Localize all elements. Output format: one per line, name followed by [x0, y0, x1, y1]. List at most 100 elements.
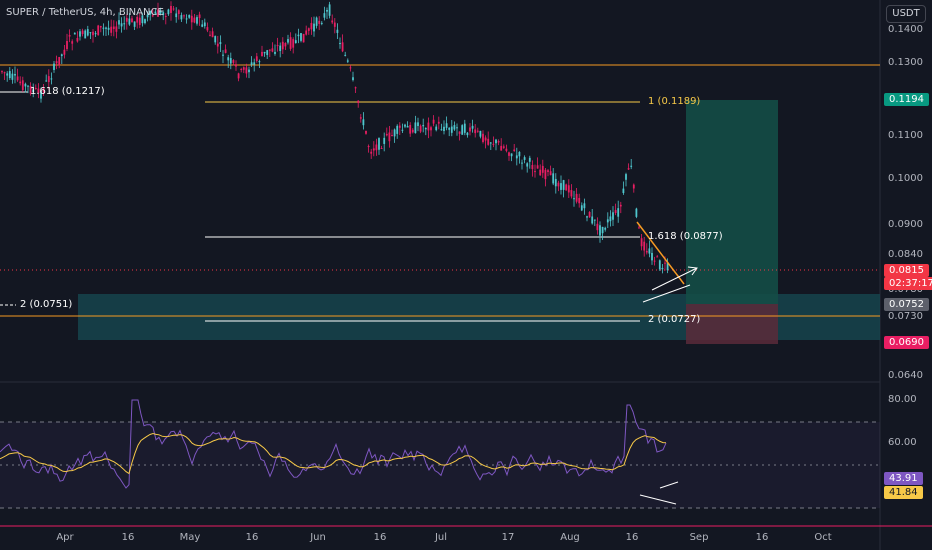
candle-body: [544, 169, 547, 180]
candle-body: [476, 130, 479, 132]
candle-body: [255, 56, 258, 61]
candle-body: [76, 37, 79, 42]
candle-body: [84, 30, 87, 39]
candle-body: [287, 39, 289, 43]
candle-body: [164, 16, 167, 18]
candle-body: [24, 83, 27, 87]
candle-body: [110, 26, 113, 33]
candle-body: [29, 85, 32, 94]
candle-body: [489, 142, 492, 144]
candle-body: [523, 157, 526, 160]
candle-body: [227, 57, 230, 61]
candle-body: [638, 227, 640, 229]
candle-body: [401, 129, 404, 131]
target-price-tag: 0.1194: [884, 93, 929, 106]
candle-body: [375, 144, 378, 151]
candle-body: [172, 8, 175, 10]
candle-body: [534, 171, 536, 173]
candle-body: [588, 211, 591, 218]
candle-body: [151, 15, 154, 17]
candle-body: [263, 51, 266, 54]
candle-body: [326, 9, 328, 12]
candle-body: [378, 138, 380, 150]
time-axis-label: Oct: [814, 532, 832, 543]
candle-body: [107, 27, 110, 30]
candle-body: [404, 124, 406, 127]
candle-body: [593, 219, 596, 221]
rsi-line: [0, 399, 667, 489]
candle-body: [648, 248, 651, 254]
candle-body: [344, 54, 347, 56]
candle-body: [437, 121, 440, 124]
candle-body: [601, 226, 604, 234]
candle-body: [245, 67, 248, 74]
candle-body: [406, 125, 409, 128]
rsi-value-tag: 43.91: [884, 472, 923, 485]
time-axis-label: Jun: [310, 532, 326, 543]
price-axis-label: 0.0840: [888, 249, 923, 260]
candle-body: [310, 22, 313, 30]
candle-body: [16, 76, 19, 81]
candle-body: [456, 127, 458, 129]
currency-button[interactable]: USDT: [886, 5, 926, 23]
candle-body: [68, 35, 71, 37]
fib-label-1618-left: 1.618 (0.1217): [30, 86, 105, 97]
candle-body: [606, 219, 609, 223]
candle-body: [609, 216, 612, 222]
candle-body: [315, 17, 318, 26]
time-axis-label: Sep: [689, 532, 709, 543]
candle-body: [354, 87, 357, 89]
candle-body: [8, 71, 11, 79]
candle-body: [482, 133, 484, 143]
candle-body: [94, 33, 97, 35]
countdown-tag: 02:37:17: [884, 277, 932, 290]
candle-body: [60, 54, 63, 57]
candle-body: [370, 151, 373, 154]
candle-body: [419, 125, 422, 132]
candle-body: [294, 40, 297, 44]
candle-body: [307, 28, 310, 31]
rsi-axis-label: 60.00: [888, 437, 917, 448]
candle-body: [393, 129, 396, 137]
candle-body: [658, 260, 661, 270]
candle-body: [284, 43, 287, 47]
candle-body: [138, 17, 141, 25]
candle-body: [357, 100, 360, 103]
candle-body: [292, 39, 295, 48]
candle-body: [474, 129, 477, 134]
arrow-head-icon: [687, 266, 698, 276]
candle-body: [185, 18, 188, 20]
price-axis-label: 0.1300: [888, 57, 923, 68]
candle-body: [453, 125, 456, 130]
rsi-ma-tag: 41.84: [884, 486, 923, 499]
candle-body: [149, 10, 152, 15]
candle-body: [518, 151, 521, 157]
time-axis-label: Apr: [56, 532, 74, 543]
candle-body: [388, 132, 391, 142]
candle-body: [515, 155, 518, 159]
rsi-ma-line: [0, 432, 667, 475]
candle-body: [203, 22, 206, 27]
time-axis-label: 16: [373, 532, 387, 543]
candle-body: [320, 22, 323, 24]
stop-zone: [686, 304, 778, 344]
candle-body: [63, 49, 66, 55]
candle-body: [237, 73, 240, 79]
candle-body: [144, 19, 146, 24]
candle-body: [398, 125, 401, 128]
candle-body: [570, 190, 573, 197]
rsi-axis-label: 80.00: [888, 394, 917, 405]
candle-body: [125, 17, 128, 22]
candle-body: [336, 29, 339, 33]
candle-body: [427, 122, 430, 131]
candle-body: [552, 173, 555, 184]
candle-body: [198, 14, 201, 19]
candle-body: [45, 80, 48, 82]
candle-body: [159, 10, 162, 14]
candle-body: [580, 205, 583, 211]
candle-body: [435, 126, 438, 131]
candle-body: [157, 9, 159, 17]
candle-body: [339, 42, 341, 45]
candle-body: [651, 252, 653, 261]
